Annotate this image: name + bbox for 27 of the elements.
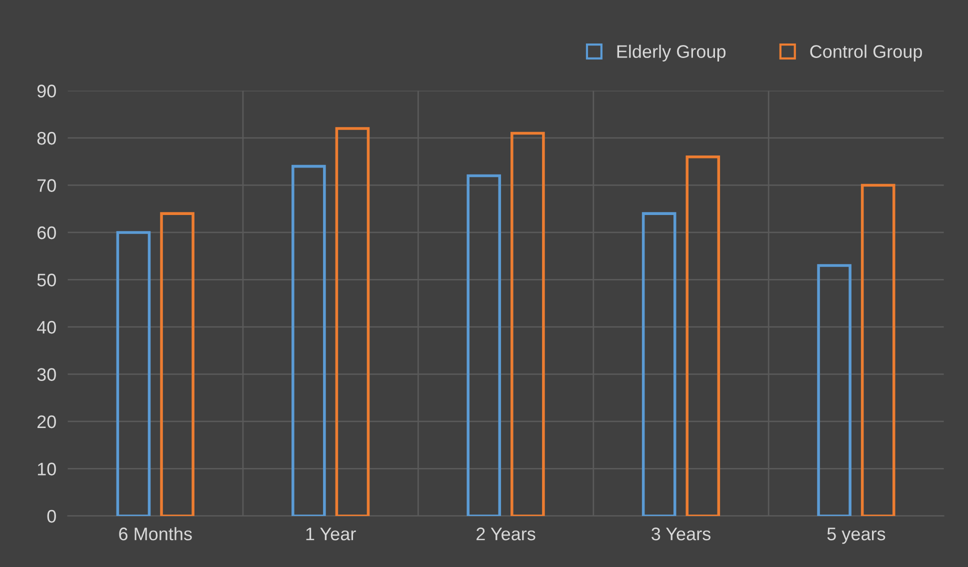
x-tick-label: 6 Months: [119, 527, 192, 540]
x-tick-label: 2 Years: [476, 528, 536, 540]
bar: [817, 264, 852, 516]
y-tick-label: 20: [37, 415, 56, 428]
bar: [860, 184, 896, 516]
legend-label: Control Group: [810, 44, 922, 62]
bar: [510, 132, 545, 516]
x-tick-label: 3 Years: [652, 528, 710, 540]
bar: [642, 212, 676, 516]
x-tick-label: 5 years: [827, 528, 886, 544]
y-tick-label: 30: [37, 368, 56, 381]
bar: [292, 164, 326, 516]
y-tick-label: 0: [47, 510, 56, 523]
y-tick-label: 90: [37, 84, 56, 98]
y-tick-label: 80: [37, 132, 56, 145]
bar: [466, 174, 502, 516]
legend-label: Elderly Group: [617, 44, 726, 62]
y-tick-label: 10: [38, 462, 56, 476]
x-tick-label: 1 Year: [306, 528, 356, 540]
bar: [686, 155, 720, 516]
y-tick-label: 60: [37, 226, 56, 240]
bar: [335, 127, 370, 516]
y-tick-label: 40: [36, 320, 56, 334]
bar: [160, 212, 194, 516]
y-tick-label: 70: [37, 179, 56, 192]
y-tick-label: 50: [37, 274, 56, 286]
bar: [116, 231, 151, 516]
